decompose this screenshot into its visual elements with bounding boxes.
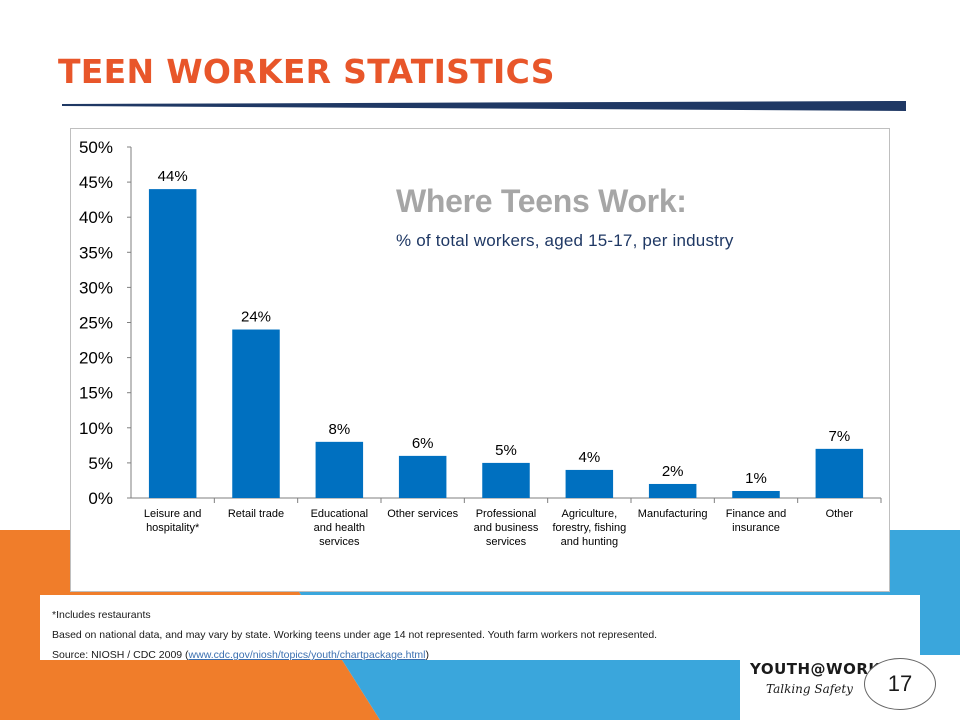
y-tick-label: 20% xyxy=(79,349,113,368)
data-label: 5% xyxy=(495,442,517,459)
x-tick-label: Agriculture, xyxy=(562,508,618,520)
bar xyxy=(732,490,780,498)
data-label: 44% xyxy=(158,168,188,185)
bar xyxy=(148,189,197,498)
chart-subtitle: % of total workers, aged 15-17, per indu… xyxy=(396,231,734,250)
chart-title: Where Teens Work: xyxy=(396,183,687,219)
x-tick-label: services xyxy=(486,536,527,548)
source-prefix: Source: NIOSH / CDC 2009 ( xyxy=(52,649,189,661)
x-tick-label: Finance and xyxy=(726,508,787,520)
y-tick-label: 25% xyxy=(79,314,113,333)
bar xyxy=(482,462,530,498)
bar xyxy=(815,448,864,498)
data-label: 2% xyxy=(662,463,684,480)
data-label: 7% xyxy=(828,428,850,445)
bar xyxy=(232,329,280,498)
youth-at-work-logo: YOUTH@WORK Talking Safety xyxy=(750,660,881,696)
footnote-data-scope: Based on national data, and may vary by … xyxy=(52,629,658,641)
x-tick-label: and hunting xyxy=(561,536,619,548)
y-tick-label: 0% xyxy=(88,489,113,508)
x-tick-label: Educational xyxy=(311,508,369,520)
x-tick-label: insurance xyxy=(732,522,780,534)
x-tick-label: hospitality* xyxy=(146,522,200,534)
x-tick-label: Retail trade xyxy=(228,508,284,520)
y-tick-label: 50% xyxy=(79,138,113,157)
y-tick-label: 5% xyxy=(88,454,113,473)
x-tick-label: and health xyxy=(314,522,365,534)
source-link[interactable]: www.cdc.gov/niosh/topics/youth/chartpack… xyxy=(188,649,426,661)
y-tick-label: 40% xyxy=(79,208,113,227)
y-tick-label: 30% xyxy=(79,278,113,297)
x-tick-label: Leisure and xyxy=(144,508,202,520)
chart-container: 0% 5% 10% 15% 20% 25% 30% 35% 40% 45% 50% 44% Leisur… xyxy=(70,128,890,592)
x-tick-label: Other services xyxy=(387,508,458,520)
y-tick-label: 45% xyxy=(79,173,113,192)
source-suffix: ) xyxy=(425,649,430,661)
footnote-restaurants: *Includes restaurants xyxy=(52,609,151,621)
data-label: 1% xyxy=(745,470,767,487)
x-tick-label: Professional xyxy=(476,508,537,520)
title-underline xyxy=(62,101,906,111)
x-tick-label: and business xyxy=(474,522,539,534)
page-number: 17 xyxy=(864,658,936,710)
bar xyxy=(315,441,364,498)
data-label: 24% xyxy=(241,309,271,326)
notes-block: *Includes restaurants Based on national … xyxy=(52,605,657,665)
y-tick-label: 35% xyxy=(79,243,113,262)
logo-text: YOUTH@WORK xyxy=(750,660,881,678)
data-label: 4% xyxy=(578,449,600,466)
x-tick-label: Other xyxy=(826,508,854,520)
bar xyxy=(565,469,614,498)
slide-title: TEEN WORKER STATISTICS xyxy=(58,52,555,91)
x-tick-label: services xyxy=(319,536,360,548)
bar-chart: 0% 5% 10% 15% 20% 25% 30% 35% 40% 45% 50% 44% Leisur… xyxy=(79,138,882,548)
x-tick-label: forestry, fishing xyxy=(552,522,626,534)
data-label: 8% xyxy=(328,421,350,438)
y-tick-label: 15% xyxy=(79,384,113,403)
notes-panel xyxy=(40,595,920,660)
source-line: Source: NIOSH / CDC 2009 (www.cdc.gov/ni… xyxy=(52,645,657,665)
data-label: 6% xyxy=(412,435,434,452)
bar xyxy=(648,483,697,498)
y-tick-label: 10% xyxy=(79,419,113,438)
bar xyxy=(398,455,447,498)
logo-tagline: Talking Safety xyxy=(766,682,853,696)
x-tick-label: Manufacturing xyxy=(638,508,708,520)
